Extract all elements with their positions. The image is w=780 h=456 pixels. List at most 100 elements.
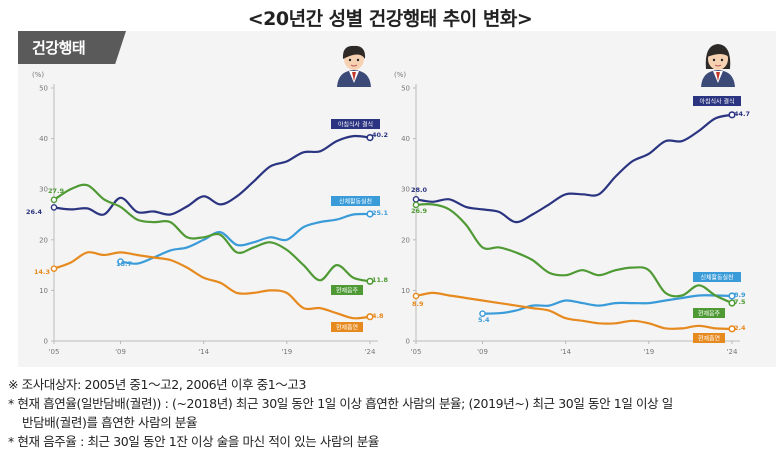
y-unit-label: (%) (394, 71, 406, 79)
drinking-start-value: 27.9 (48, 187, 65, 195)
avatar-hair (342, 45, 366, 59)
physical_activity-end-point (366, 210, 374, 218)
y-tick-label: 20 (39, 236, 48, 244)
drinking-line (415, 203, 733, 305)
smoking-line (53, 251, 371, 320)
section-tab-label: 건강행태 (32, 39, 86, 57)
x-tick-label: '14 (560, 348, 571, 356)
physical_activity-line (120, 212, 371, 265)
drinking-end-point (728, 299, 736, 307)
breakfast_skip-end-point (366, 133, 374, 142)
smoking-start-point (50, 265, 58, 272)
smoking-line (415, 291, 733, 330)
footnotes: ※ 조사대상자: 2005년 중1～고2, 2006년 이후 중1～고3 * 현… (8, 375, 778, 451)
footnote-drinking-definition: * 현재 음주율 : 최근 30일 동안 1잔 이상 술을 마신 적이 있는 사… (8, 434, 379, 449)
smoking-start-point (412, 292, 420, 300)
physical_activity-end-value: 25.1 (372, 209, 389, 217)
physical_activity-end-value: 8.9 (734, 291, 746, 299)
physical_activity-start-point (479, 310, 486, 317)
physical_activity-name-label: 신체활동실천 (339, 197, 372, 205)
smoking-end-point (728, 325, 736, 333)
page-title: <20년간 성별 건강행태 추이 변화> (247, 8, 533, 30)
physical_activity-start-value: 15.7 (116, 260, 132, 268)
physical_activity-name-tag (331, 196, 380, 206)
y-tick-label: 40 (401, 135, 410, 143)
avatar-tie (352, 72, 356, 81)
y-tick-label: 30 (39, 186, 48, 194)
drinking-end-point (366, 277, 374, 285)
breakfast_skip-name-label: 아침식사 결식 (699, 97, 734, 105)
smoking-name-tag (693, 333, 725, 343)
avatar-eye-left (712, 58, 716, 62)
y-tick-label: 50 (39, 85, 48, 93)
drinking-name-tag (693, 308, 725, 318)
x-tick-label: '05 (411, 348, 422, 356)
breakfast_skip-end-value: 40.2 (372, 131, 388, 139)
y-tick-label: 50 (401, 85, 410, 93)
footnote-smoking-definition-cont: 반담배(궐련)를 흡연한 사람의 분율 (22, 415, 198, 430)
girl-student-icon (701, 44, 735, 87)
x-tick-label: '19 (281, 348, 292, 356)
physical_activity-end-point (728, 292, 736, 300)
y-tick-label: 40 (39, 135, 48, 143)
smoking-end-value: 4.8 (372, 312, 384, 320)
x-tick-label: '24 (727, 348, 738, 356)
physical_activity-name-label: 신체활동실천 (700, 273, 733, 281)
drinking-name-label: 현재음주 (698, 309, 721, 317)
drinking-name-label: 현재음주 (336, 286, 359, 294)
x-tick-label: '09 (115, 348, 126, 356)
smoking-end-point (366, 313, 374, 321)
breakfast_skip-name-label: 아침식사 결식 (338, 120, 373, 128)
smoking-name-tag (331, 322, 363, 332)
y-tick-label: 20 (401, 236, 410, 244)
breakfast_skip-start-point (412, 196, 420, 203)
smoking-name-label: 현재흡연 (698, 334, 720, 342)
avatar-tie (716, 72, 720, 81)
y-tick-label: 0 (44, 338, 48, 346)
drinking-name-tag (331, 285, 363, 295)
y-tick-label: 10 (401, 287, 410, 295)
breakfast_skip-start-value: 28.0 (411, 186, 428, 194)
drinking-start-point (50, 196, 58, 204)
avatar-mouth (350, 64, 358, 67)
y-tick-label: 30 (401, 186, 410, 194)
x-tick-label: '19 (643, 348, 654, 356)
smoking-end-value: 2.4 (734, 324, 746, 332)
avatar-mouth (714, 64, 722, 67)
breakfast_skip-name-tag (331, 119, 380, 129)
physical_activity-start-point (117, 258, 124, 265)
y-tick-label: 10 (39, 287, 48, 295)
x-tick-label: '09 (477, 348, 488, 356)
footnote-smoking-definition: * 현재 흡연율(일반담배(궐련)) : (~2018년) 최근 30일 동안 … (8, 396, 673, 411)
boy-student-icon (337, 45, 371, 87)
avatar-eye-right (356, 58, 360, 62)
x-tick-label: '14 (198, 348, 209, 356)
breakfast_skip-start-value: 26.4 (26, 208, 43, 216)
breakfast_skip-end-point (728, 111, 736, 119)
x-tick-label: '05 (49, 348, 60, 356)
drinking-start-point (412, 201, 420, 209)
breakfast_skip-start-point (50, 204, 58, 211)
smoking-start-value: 8.9 (412, 300, 424, 308)
avatar-hair-front (707, 45, 729, 57)
y-tick-label: 0 (406, 338, 410, 346)
smoking-start-value: 14.3 (34, 268, 50, 276)
smoking-name-label: 현재흡연 (336, 323, 358, 331)
drinking-end-value: 11.8 (372, 276, 389, 284)
y-unit-label: (%) (32, 71, 44, 79)
male-chart: (%) 0 10 20 30 40 50 '05 '09 '14 '19 '24 26.4 40.2 아침식… (26, 45, 389, 356)
breakfast_skip-line (415, 113, 733, 224)
x-tick-label: '24 (365, 348, 376, 356)
chart-panel: 건강행태 (18, 31, 776, 367)
physical_activity-start-value: 5.4 (478, 316, 490, 324)
drinking-start-value: 26.9 (411, 207, 428, 215)
section-tab: 건강행태 (18, 31, 126, 64)
breakfast_skip-line (53, 134, 371, 216)
drinking-line (53, 183, 371, 283)
avatar-eye-right (720, 58, 724, 62)
physical_activity-name-tag (693, 272, 741, 282)
female-chart: (%) 0 10 20 30 40 50 '05 '09 '14 '19 '24 28.0 44.7아침식… (394, 44, 750, 356)
breakfast_skip-name-tag (693, 96, 741, 106)
avatar-eye-left (348, 58, 352, 62)
